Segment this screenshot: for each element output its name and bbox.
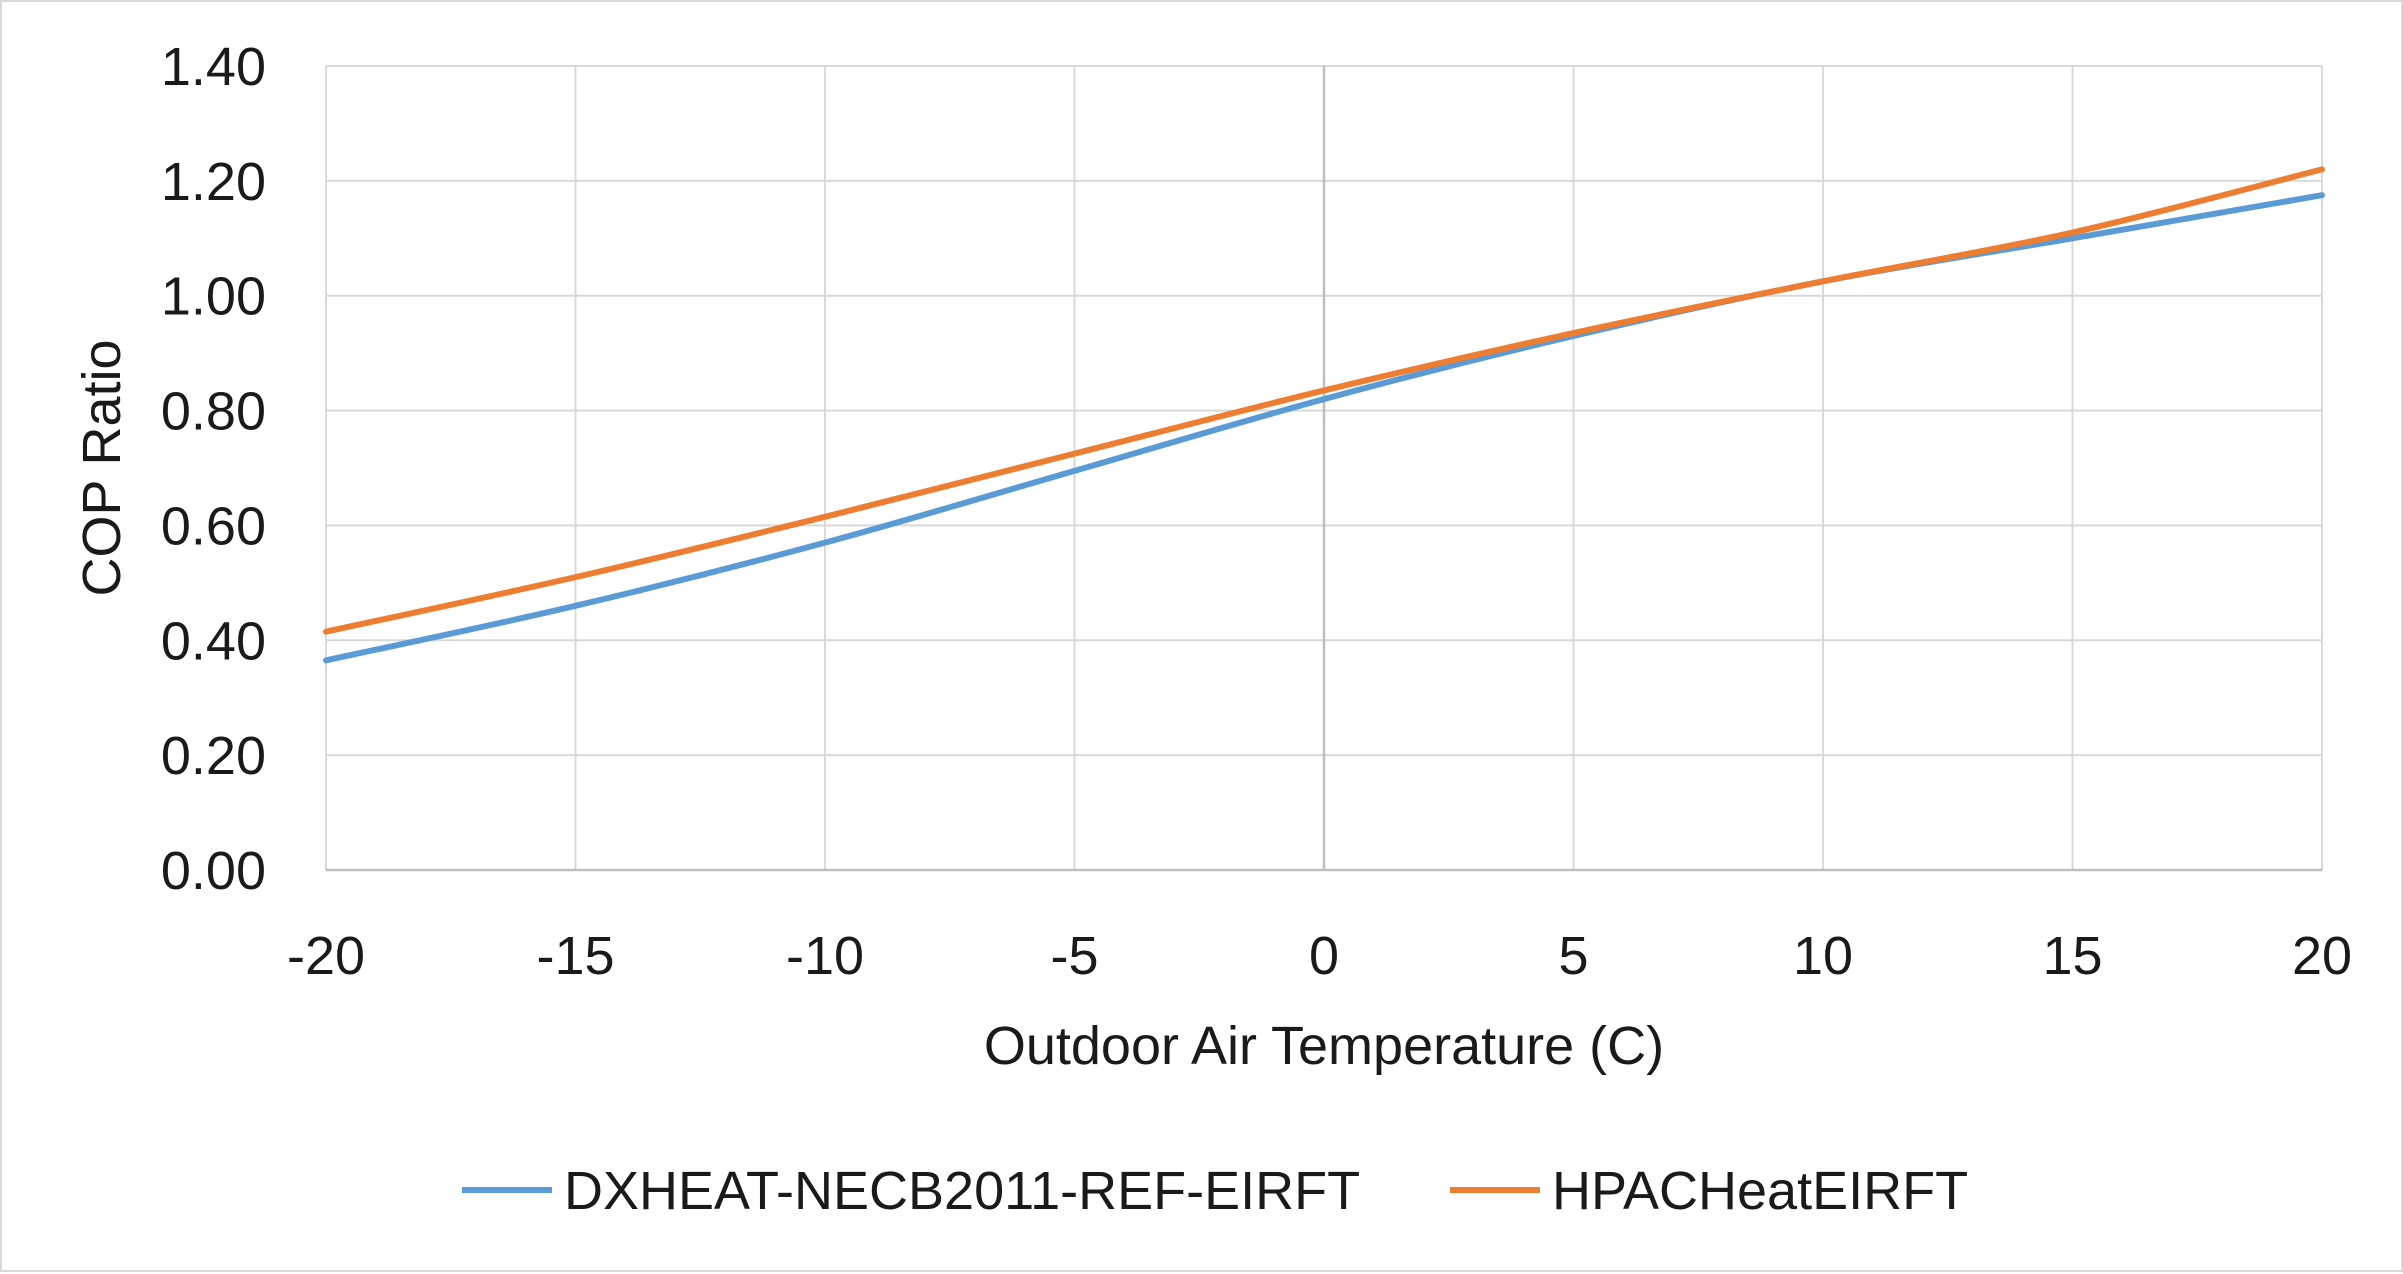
x-tick-label: -15 xyxy=(536,926,614,986)
x-axis-title: Outdoor Air Temperature (C) xyxy=(984,1016,1664,1076)
x-tick-label: 10 xyxy=(1793,926,1853,986)
series-lines xyxy=(323,166,2325,664)
y-tick-label: 0.80 xyxy=(161,382,266,442)
x-tick-label: 20 xyxy=(2292,926,2352,986)
x-tick-label: 15 xyxy=(2042,926,2102,986)
series-line xyxy=(323,166,2325,635)
y-tick-labels: 0.00 0.20 0.40 0.60 0.80 1.00 1.20 1.40 xyxy=(161,37,266,901)
x-tick-label: -5 xyxy=(1050,926,1098,986)
y-tick-label: 0.60 xyxy=(161,496,266,556)
x-tick-label: -10 xyxy=(786,926,864,986)
y-tick-label: 1.40 xyxy=(161,37,266,97)
legend: DXHEAT-NECB2011-REF-EIRFT HPACHeatEIRFT xyxy=(462,1161,1968,1221)
x-tick-label: 0 xyxy=(1309,926,1339,986)
x-tick-label: -20 xyxy=(287,926,365,986)
legend-label: HPACHeatEIRFT xyxy=(1552,1161,1968,1221)
y-tick-label: 0.20 xyxy=(161,726,266,786)
axis-lines xyxy=(326,66,2322,872)
y-tick-label: 1.00 xyxy=(161,267,266,327)
x-tick-labels: -20 -15 -10 -5 0 5 10 15 20 xyxy=(287,926,2352,986)
y-tick-label: 0.40 xyxy=(161,611,266,671)
y-axis-title: COP Ratio xyxy=(72,339,132,596)
legend-label: DXHEAT-NECB2011-REF-EIRFT xyxy=(564,1161,1360,1221)
y-tick-label: 1.20 xyxy=(161,152,266,212)
y-tick-label: 0.00 xyxy=(161,841,266,901)
x-tick-label: 5 xyxy=(1558,926,1588,986)
